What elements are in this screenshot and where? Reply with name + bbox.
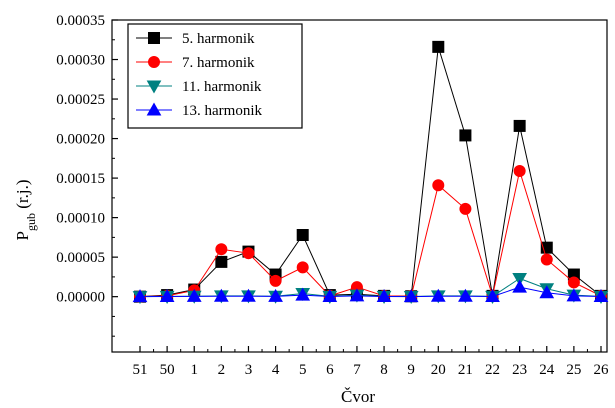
data-point — [242, 247, 255, 260]
data-point — [268, 288, 283, 302]
data-point — [295, 287, 311, 301]
data-point — [513, 164, 526, 177]
x-tick-label: 20 — [431, 362, 446, 378]
x-tick-label: 3 — [245, 362, 253, 378]
x-tick-label: 7 — [353, 362, 361, 378]
legend-label: 7. harmonik — [182, 55, 255, 71]
data-point — [566, 288, 582, 302]
y-axis-title: Pgub (r.j.) — [13, 180, 38, 241]
data-point — [296, 261, 309, 274]
y-tick-label: 0.00035 — [56, 13, 105, 29]
y-axis-title-unit: (r.j.) — [13, 180, 32, 214]
y-tick-label: 0.00025 — [56, 92, 105, 108]
series-3 — [132, 272, 609, 305]
data-point — [430, 288, 446, 302]
legend-entry: 5. harmonik — [136, 31, 255, 47]
x-tick-label: 26 — [594, 362, 610, 378]
data-point — [459, 202, 472, 215]
data-point — [322, 288, 338, 303]
y-tick-label: 0.00010 — [56, 211, 105, 227]
data-point — [296, 229, 309, 242]
legend-marker — [148, 32, 160, 44]
series-2 — [134, 164, 607, 303]
y-tick-label: 0.00015 — [56, 171, 105, 187]
legend-marker — [146, 102, 162, 116]
plot-frame — [111, 19, 608, 353]
series-4 — [132, 279, 609, 303]
data-point — [512, 272, 528, 287]
legend-entry: 11. harmonik — [136, 79, 262, 95]
y-tick-label: 0.00020 — [56, 132, 105, 148]
x-tick-label: 8 — [380, 362, 388, 378]
x-tick-label: 23 — [512, 362, 527, 378]
data-point — [485, 288, 500, 303]
data-point — [132, 289, 148, 303]
y-axis-title-main: P — [13, 231, 32, 240]
y-axis-title-sub: gub — [24, 213, 38, 231]
data-point — [567, 276, 580, 289]
data-point — [593, 288, 609, 303]
data-point — [159, 288, 175, 303]
x-tick-label: 1 — [190, 362, 198, 378]
data-point — [432, 40, 445, 53]
series-group — [132, 40, 609, 305]
x-tick-label: 25 — [566, 362, 581, 378]
x-axis-ticks: 51 50 1 2 3 4 5 6 7 8 9 20 21 22 23 24 25 26 — [133, 346, 610, 378]
data-point — [349, 288, 365, 302]
data-point — [432, 179, 445, 192]
data-point — [539, 285, 555, 299]
data-point — [376, 288, 392, 303]
x-tick-label: 4 — [272, 362, 280, 378]
data-point — [458, 288, 473, 302]
series-line — [139, 169, 602, 298]
x-tick-label: 9 — [407, 362, 415, 378]
y-tick-label: 0.00030 — [56, 53, 105, 69]
legend-marker — [148, 56, 160, 68]
x-tick-label: 50 — [160, 362, 175, 378]
data-point — [215, 255, 228, 268]
legend-label: 11. harmonik — [182, 79, 262, 95]
legend-label: 13. harmonik — [182, 103, 262, 119]
x-tick-label: 22 — [485, 362, 500, 378]
data-point — [215, 243, 228, 256]
data-point — [513, 119, 526, 132]
y-tick-label: 0.00005 — [56, 250, 105, 266]
legend-entry: 7. harmonik — [136, 55, 255, 71]
legend-marker — [146, 80, 162, 94]
x-tick-label: 24 — [539, 362, 555, 378]
data-point — [241, 288, 256, 302]
data-point — [213, 288, 229, 302]
data-point — [403, 289, 419, 303]
data-point — [512, 279, 528, 293]
legend-entry: 13. harmonik — [136, 102, 262, 119]
y-tick-label: 0.00000 — [56, 290, 105, 306]
x-tick-label: 51 — [133, 362, 148, 378]
data-point — [186, 288, 202, 302]
data-point — [540, 241, 553, 254]
x-tick-label: 5 — [299, 362, 307, 378]
data-point — [540, 253, 553, 266]
x-tick-label: 6 — [326, 362, 334, 378]
legend-label: 5. harmonik — [182, 31, 255, 47]
data-point — [269, 274, 282, 287]
data-point — [459, 129, 472, 142]
legend: 5. harmonik 7. harmonik 11. harmonik 13. ha… — [127, 23, 303, 129]
x-tick-label: 21 — [458, 362, 473, 378]
x-axis-title: Čvor — [341, 387, 375, 406]
axes — [111, 19, 608, 353]
x-tick-label: 2 — [218, 362, 226, 378]
series-line — [139, 277, 602, 298]
y-axis-ticks: 0.00000 0.00005 0.00010 0.00015 0.00020 0.000… — [56, 13, 118, 337]
